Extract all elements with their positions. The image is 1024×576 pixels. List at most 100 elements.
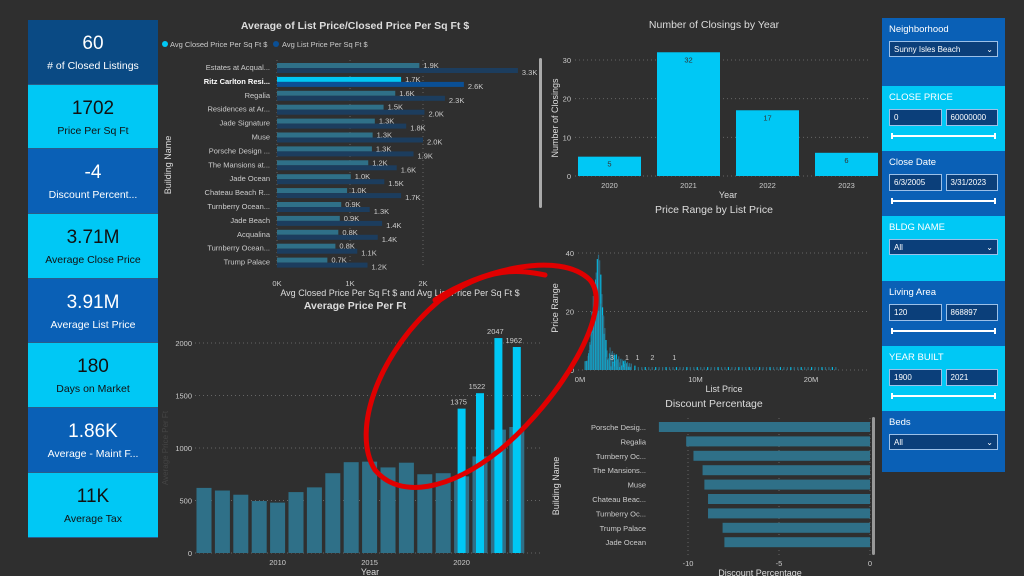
highlighted-year-bar: [494, 338, 503, 553]
histogram-bar: [668, 367, 671, 370]
x-tick-label: 2023: [838, 181, 855, 190]
slicer-panel: Neighborhood Sunny Isles Beach ⌄ CLOSE PR…: [882, 18, 1005, 472]
closed-price-bar: [277, 174, 351, 180]
list-price-bar: [277, 248, 358, 254]
closed-price-bar: [277, 118, 375, 124]
y-axis-title: Price Range: [550, 283, 560, 333]
histogram-bar: [724, 367, 726, 370]
chevron-down-icon: ⌄: [986, 242, 993, 252]
histogram-bar: [605, 340, 607, 370]
data-label: 1962: [505, 336, 522, 345]
close-price-max-input[interactable]: 60000000: [945, 109, 998, 126]
histogram-bar: [835, 367, 837, 370]
close-price-slider[interactable]: [891, 133, 996, 139]
year-bar: [196, 487, 212, 553]
slicer-label: YEAR BUILT: [889, 352, 944, 363]
close-price-min-input[interactable]: 0: [889, 109, 942, 126]
close-date-slicer: Close Date 6/3/2005 3/31/2023: [882, 151, 1005, 216]
list-price-bar: [277, 179, 385, 185]
year-built-slider[interactable]: [891, 393, 996, 399]
x-tick-label: 2022: [759, 181, 776, 190]
closed-price-bar: [277, 243, 336, 249]
close-date-slider[interactable]: [891, 198, 996, 204]
closed-price-bar: [277, 132, 373, 138]
data-label: 2.0K: [427, 138, 442, 147]
category-label: Turnberry Ocean...: [207, 244, 270, 253]
dropdown-value: Sunny Isles Beach: [894, 44, 961, 54]
close-date-max-input[interactable]: 3/31/2023: [945, 174, 998, 191]
histogram-bar: [713, 367, 716, 370]
data-label: 2: [650, 355, 654, 362]
y-tick-label: 500: [179, 497, 192, 506]
living-area-min-input[interactable]: 120: [889, 304, 942, 321]
data-label: 1.4K: [382, 235, 397, 244]
histogram-bar: [786, 367, 788, 370]
year-built-min-input[interactable]: 1900: [889, 369, 942, 386]
scrollbar: [872, 417, 875, 555]
data-label: 1.6K: [399, 89, 414, 98]
category-label: Muse: [252, 133, 270, 142]
x-axis-title: Year: [719, 190, 737, 200]
close-date-min-input[interactable]: 6/3/2005: [889, 174, 942, 191]
living-area-slider[interactable]: [891, 328, 996, 334]
closings-bar: [815, 152, 878, 176]
x-tick-label: 2021: [680, 181, 697, 190]
closed-price-bar: [277, 76, 402, 82]
highlighted-year-bar: [512, 346, 521, 553]
close-price-slicer: CLOSE PRICE 0 60000000: [882, 86, 1005, 151]
histogram-bar: [622, 361, 624, 370]
histogram-bar: [662, 367, 664, 370]
y-tick-label: 30: [563, 56, 571, 65]
y-tick-label: 10: [563, 133, 571, 142]
histogram-bar: [738, 367, 740, 370]
slicer-label: Living Area: [889, 287, 937, 298]
histogram-bar: [783, 367, 785, 370]
closed-price-bar: [277, 257, 328, 263]
data-label: 3.3K: [522, 68, 537, 77]
category-label: Acqualina: [237, 230, 271, 239]
data-label: 0.8K: [342, 228, 357, 237]
year-bar: [233, 494, 249, 553]
list-price-bar: [277, 109, 425, 115]
chevron-down-icon: ⌄: [986, 44, 993, 54]
x-tick-label: 10M: [688, 375, 703, 384]
kpi-card: 3.71M Average Close Price: [28, 214, 158, 279]
kpi-label: Days on Market: [56, 383, 130, 396]
list-price-bar: [277, 151, 414, 157]
bldg-name-dropdown[interactable]: All ⌄: [889, 239, 998, 255]
histogram-bar: [616, 358, 618, 370]
histogram-bar: [745, 367, 747, 370]
category-label: Jade Beach: [230, 216, 270, 225]
kpi-value: 11K: [76, 485, 110, 507]
data-label: 1.3K: [376, 144, 391, 153]
histogram-bar: [772, 367, 775, 370]
category-label: Porsche Desig...: [591, 423, 646, 432]
year-bar: [325, 473, 341, 553]
neighborhood-dropdown[interactable]: Sunny Isles Beach ⌄: [889, 41, 998, 57]
highlighted-year-bar: [457, 408, 466, 553]
x-tick-label: 20M: [804, 375, 819, 384]
data-label: 17: [763, 113, 771, 122]
year-built-max-input[interactable]: 2021: [945, 369, 998, 386]
living-area-max-input[interactable]: 868897: [945, 304, 998, 321]
data-label: 1375: [450, 398, 467, 407]
scrollbar: [539, 58, 542, 208]
histogram-bar: [675, 367, 678, 370]
x-tick-label: 2020: [601, 181, 618, 190]
data-label: 0.9K: [344, 214, 359, 223]
x-tick-label: 2010: [269, 558, 286, 567]
category-label: The Mansions at...: [208, 160, 270, 169]
data-label: 1.5K: [388, 103, 403, 112]
kpi-value: 3.91M: [66, 291, 120, 313]
histogram-bar: [807, 367, 809, 370]
list-price-bar: [277, 68, 518, 73]
year-bar: [214, 490, 230, 553]
beds-dropdown[interactable]: All ⌄: [889, 434, 998, 450]
histogram-bar: [731, 367, 733, 370]
data-label: 2.6K: [468, 82, 483, 91]
histogram-bar: [629, 363, 631, 370]
x-axis-title: Discount Percentage: [718, 568, 802, 576]
histogram-bar: [707, 367, 709, 370]
kpi-value: 180: [77, 356, 109, 378]
